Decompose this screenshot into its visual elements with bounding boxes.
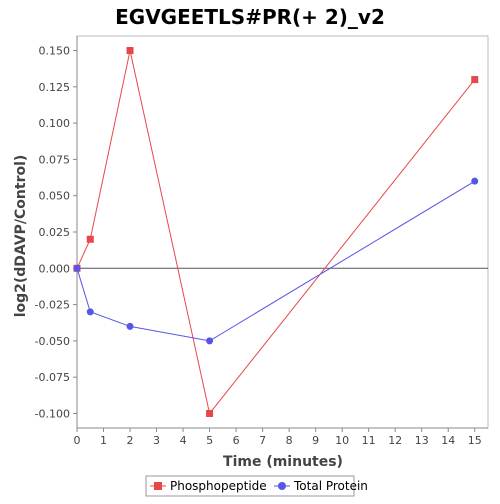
y-tick-label: 0.100 [39, 117, 71, 130]
legend-box [145, 475, 355, 497]
data-point [73, 264, 81, 272]
y-tick-label: 0.050 [39, 190, 71, 203]
x-tick-label: 4 [180, 434, 187, 447]
x-tick-label: 6 [233, 434, 240, 447]
y-tick-label: -0.075 [35, 371, 70, 384]
x-axis-label: Time (minutes) [223, 454, 343, 470]
x-tick-label: 10 [335, 434, 349, 447]
chart-title: EGVGEETLS#PR(+ 2)_v2 [115, 5, 385, 29]
legend-label: Total Protein [293, 479, 368, 493]
legend-marker [154, 482, 162, 490]
legend-marker [278, 482, 286, 490]
x-tick-label: 15 [468, 434, 482, 447]
x-tick-label: 1 [100, 434, 107, 447]
y-tick-label: 0.150 [39, 45, 71, 58]
data-point [86, 235, 94, 243]
x-tick-label: 0 [74, 434, 81, 447]
data-point [471, 177, 479, 185]
x-tick-label: 13 [415, 434, 429, 447]
legend: Phosphopeptide Total Protein [145, 475, 368, 497]
data-point [206, 409, 214, 417]
y-tick-label: 0.000 [39, 262, 71, 275]
x-tick-label: 5 [206, 434, 213, 447]
x-tick-label: 12 [388, 434, 402, 447]
y-tick-label: -0.025 [35, 299, 70, 312]
x-tick-label: 3 [153, 434, 160, 447]
x-tick-label: 8 [286, 434, 293, 447]
data-point [471, 76, 479, 84]
data-point [126, 47, 134, 55]
x-tick-label: 9 [312, 434, 319, 447]
x-tick-label: 11 [362, 434, 376, 447]
y-tick-label: 0.075 [39, 153, 71, 166]
y-tick-label: 0.025 [39, 226, 71, 239]
y-axis-label: log2(dDAVP/Control) [13, 155, 29, 318]
x-tick-label: 14 [441, 434, 455, 447]
legend-label: Phosphopeptide [170, 479, 267, 493]
y-tick-label: -0.100 [35, 407, 70, 420]
x-tick-label: 7 [259, 434, 266, 447]
y-tick-label: -0.050 [35, 335, 70, 348]
plot-background [76, 35, 489, 429]
x-tick-label: 2 [127, 434, 134, 447]
data-point [86, 308, 94, 316]
data-point [126, 322, 134, 330]
y-tick-label: 0.125 [39, 81, 71, 94]
plot-area: -0.100 -0.075 -0.050 -0.025 0.000 0.025 0.050 0… [35, 35, 489, 447]
data-point [206, 337, 214, 345]
